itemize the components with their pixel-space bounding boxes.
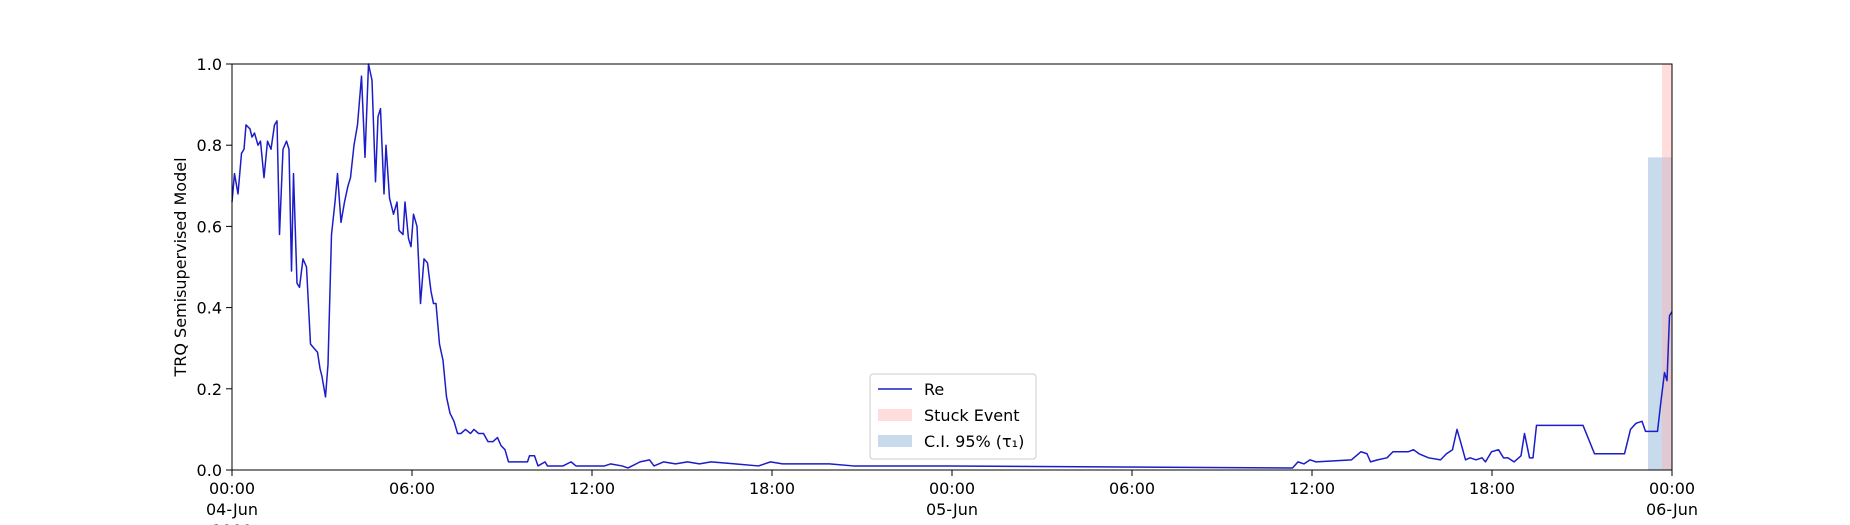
line bbox=[231, 63, 1673, 469]
legend-label: C.I. 95% (τ₁) bbox=[924, 432, 1024, 451]
y-axis-label: TRQ Semisupervised Model bbox=[171, 157, 190, 377]
x-tick-label: 00:00 06-Jun bbox=[1646, 479, 1698, 519]
span bbox=[1648, 157, 1672, 470]
y-tick-label: 0.2 bbox=[197, 380, 222, 399]
x-tick-label: 06:00 bbox=[1109, 479, 1155, 498]
legend-patch bbox=[878, 409, 912, 421]
legend-patch bbox=[878, 435, 912, 447]
x-tick-label: 06:00 bbox=[389, 479, 435, 498]
x-tick-label: 18:00 bbox=[1469, 479, 1515, 498]
x-tick-label: 00:00 05-Jun bbox=[926, 479, 978, 519]
x-tick-label: 12:00 bbox=[569, 479, 615, 498]
y-tick-label: 0.8 bbox=[197, 136, 222, 155]
legend-label: Stuck Event bbox=[924, 406, 1020, 425]
plot-frame bbox=[231, 63, 1673, 471]
x-tick-label: 12:00 bbox=[1289, 479, 1335, 498]
y-tick-label: 1.0 bbox=[197, 55, 222, 74]
x-tick-label: 18:00 bbox=[749, 479, 795, 498]
legend: Re Stuck Event C.I. 95% (τ₁) bbox=[869, 373, 1037, 460]
span bbox=[1662, 64, 1672, 470]
y-tick-label: 0.6 bbox=[197, 217, 222, 236]
y-tick-label: 0.0 bbox=[197, 461, 222, 480]
y-tick-label: 0.4 bbox=[197, 299, 222, 318]
legend-label: Re bbox=[924, 380, 944, 399]
